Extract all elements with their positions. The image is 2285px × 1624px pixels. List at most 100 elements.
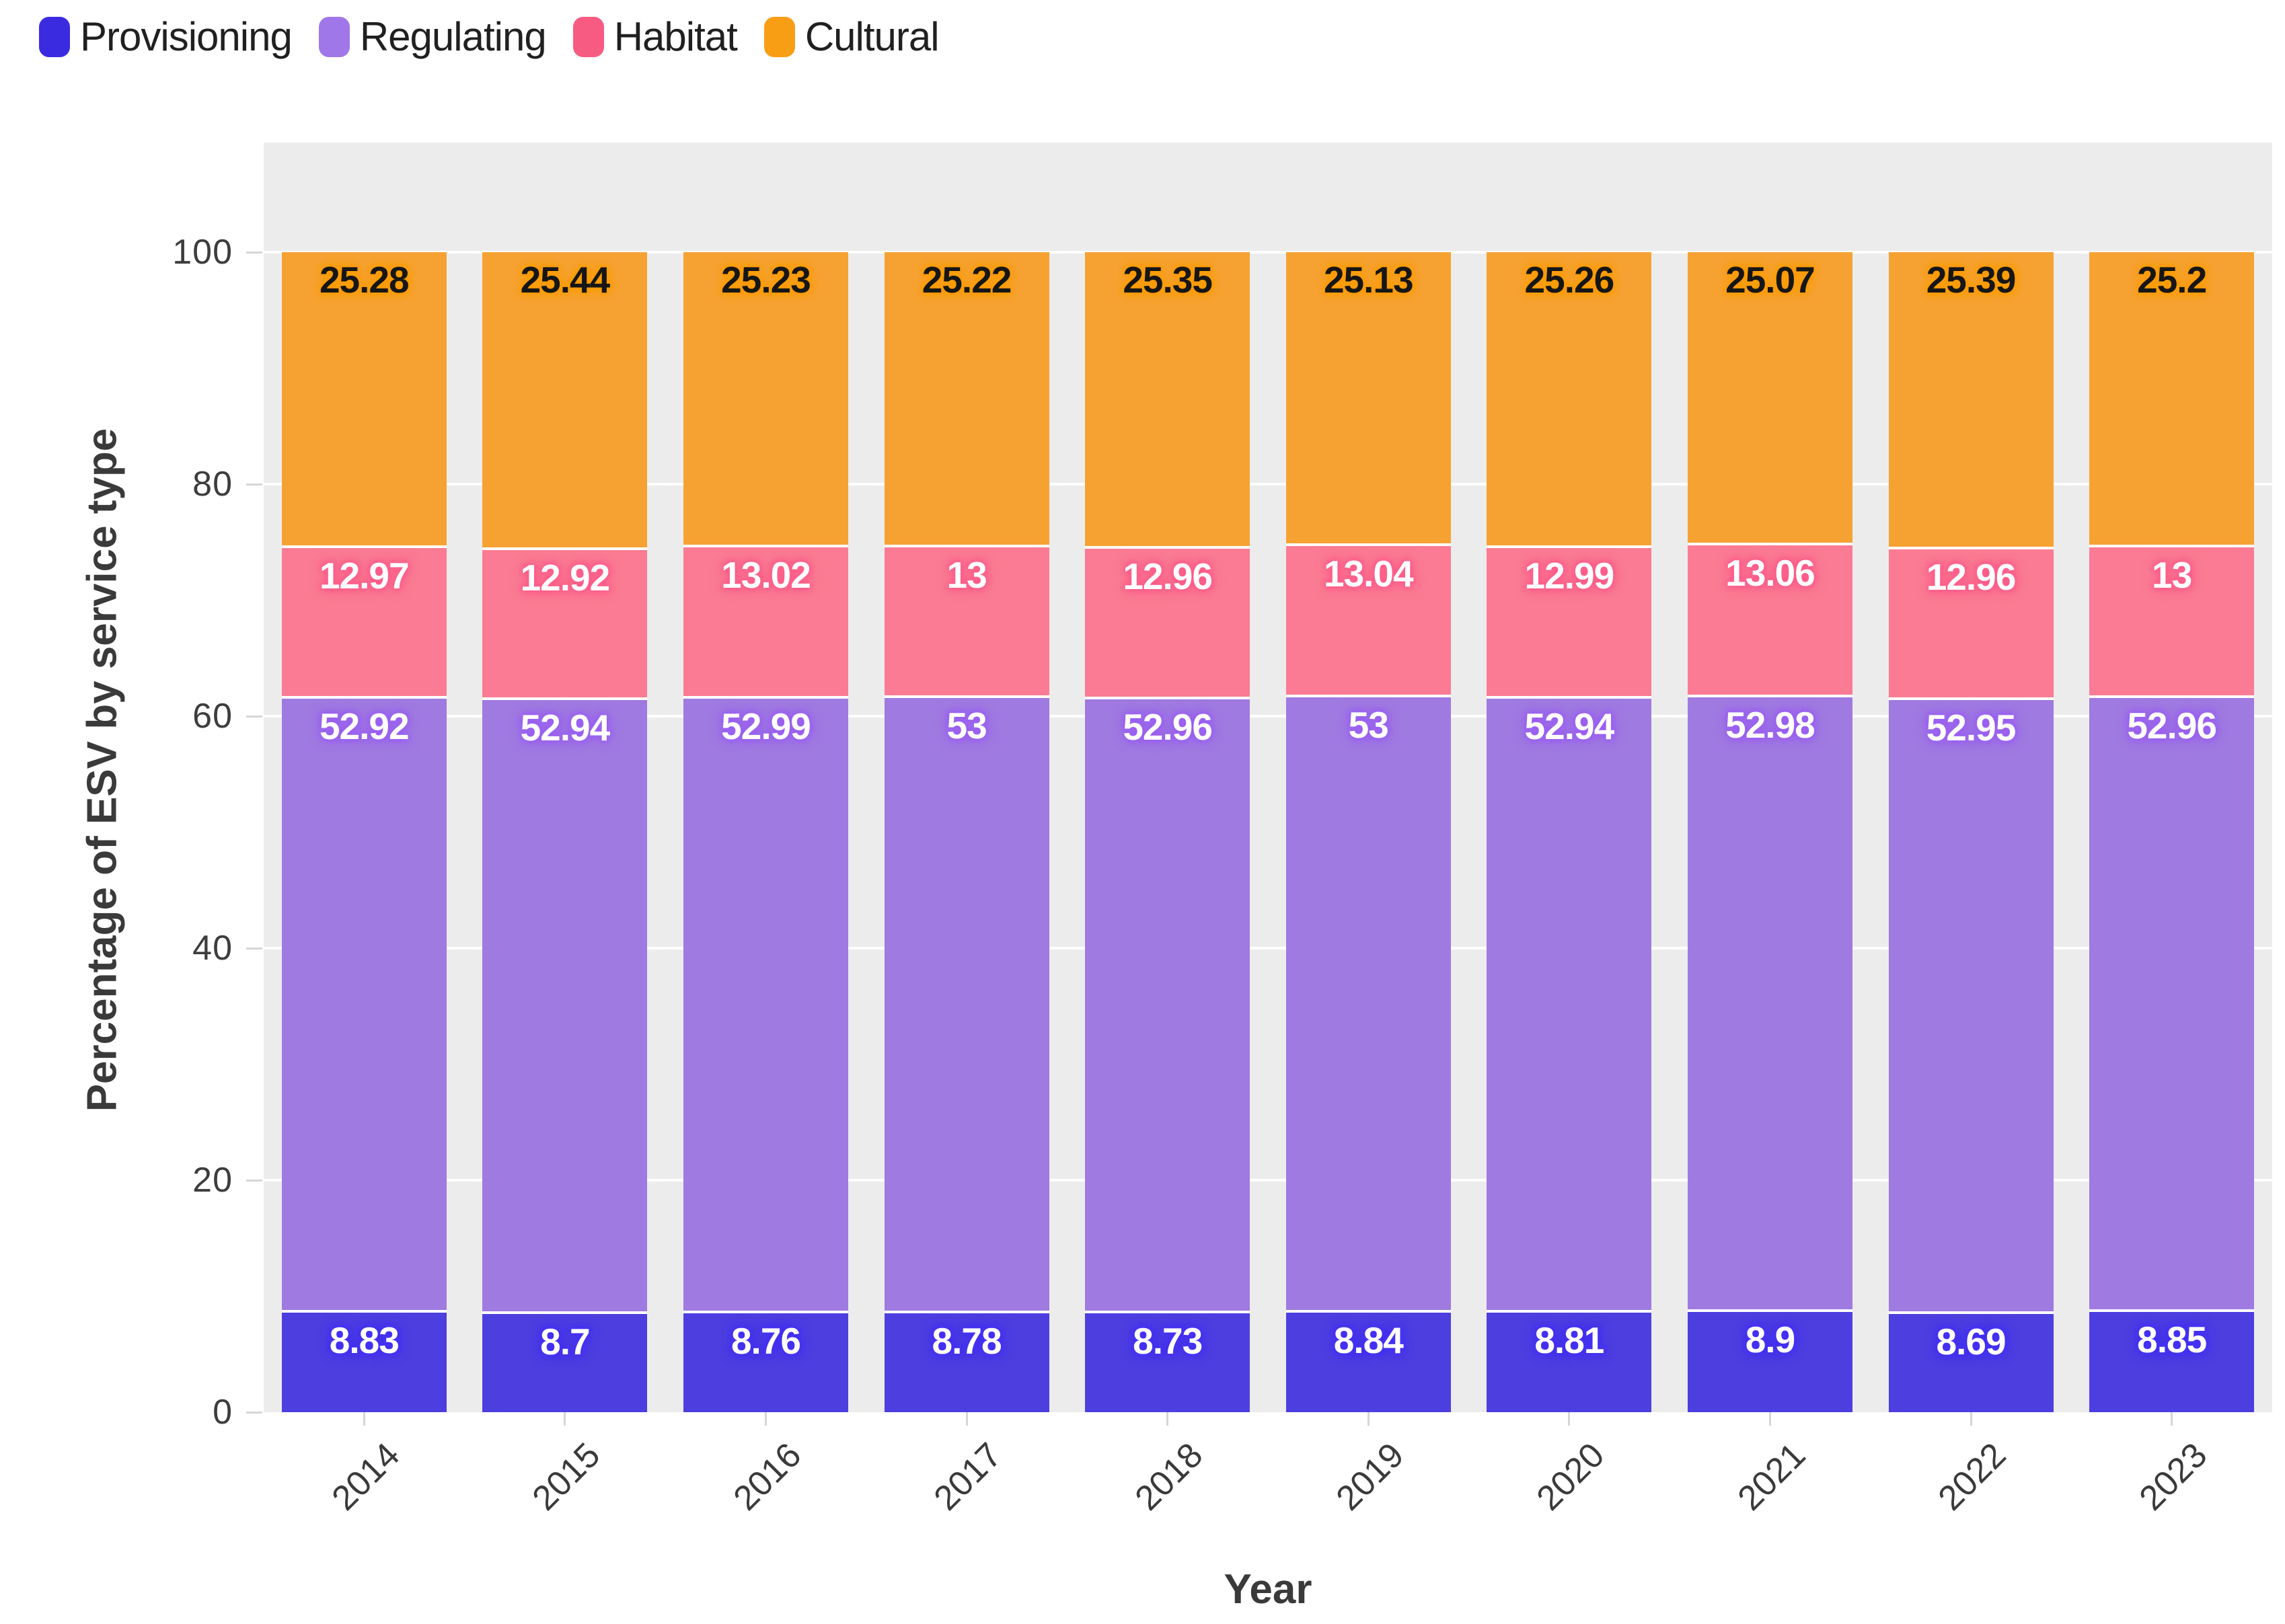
segment-label-cultural-2014: 25.28 <box>319 259 410 301</box>
y-tick-label-0: 0 <box>213 1393 233 1432</box>
segment-label-provisioning-2018: 8.73 <box>1133 1320 1203 1362</box>
x-tick-label-2015: 2015 <box>525 1435 608 1518</box>
bar-segment-regulating-2020[interactable]: 52.94 <box>1487 695 1652 1310</box>
gridline-40 <box>264 947 2272 950</box>
x-tick-label-2018: 2018 <box>1127 1435 1211 1518</box>
legend: Provisioning Regulating Habitat Cultural <box>39 13 940 60</box>
bar-segment-habitat-2017[interactable]: 13 <box>884 545 1049 696</box>
bar-segment-cultural-2020[interactable]: 25.26 <box>1487 252 1652 545</box>
bar-2018: 25.35 12.96 52.96 8.73 <box>1085 252 1250 1412</box>
segment-label-cultural-2015: 25.44 <box>520 259 611 301</box>
bar-2021: 25.07 13.06 52.98 8.9 <box>1687 252 1852 1412</box>
segment-label-regulating-2015: 52.94 <box>520 706 611 748</box>
x-tick-mark-2017 <box>965 1412 968 1426</box>
bar-segment-regulating-2022[interactable]: 52.95 <box>1888 697 2054 1311</box>
x-tick-label-2023: 2023 <box>2132 1435 2215 1518</box>
bar-segment-habitat-2022[interactable]: 12.96 <box>1888 546 2054 697</box>
x-tick-label-2016: 2016 <box>726 1435 809 1518</box>
bar-segment-provisioning-2021[interactable]: 8.9 <box>1687 1309 1852 1412</box>
segment-label-provisioning-2021: 8.9 <box>1745 1318 1795 1360</box>
bar-slot-2021: 25.07 13.06 52.98 8.9 <box>1670 252 1871 1412</box>
bar-segment-cultural-2021[interactable]: 25.07 <box>1687 252 1852 543</box>
bar-segment-provisioning-2019[interactable]: 8.84 <box>1285 1309 1451 1412</box>
legend-item-provisioning[interactable]: Provisioning <box>39 13 293 60</box>
segment-label-regulating-2022: 52.95 <box>1926 706 2017 748</box>
segment-label-regulating-2021: 52.98 <box>1725 703 1815 746</box>
segment-label-habitat-2016: 13.02 <box>721 554 811 596</box>
segment-label-provisioning-2016: 8.76 <box>731 1319 801 1362</box>
bar-segment-habitat-2018[interactable]: 12.96 <box>1085 546 1250 697</box>
legend-item-habitat[interactable]: Habitat <box>572 13 738 60</box>
x-tick-label-2021: 2021 <box>1730 1435 1813 1518</box>
bar-segment-regulating-2014[interactable]: 52.92 <box>281 695 447 1310</box>
bar-segment-cultural-2023[interactable]: 25.2 <box>2089 252 2255 545</box>
x-tick-label-2019: 2019 <box>1328 1435 1412 1518</box>
bar-segment-provisioning-2022[interactable]: 8.69 <box>1888 1311 2054 1412</box>
bar-segment-habitat-2014[interactable]: 12.97 <box>281 545 447 696</box>
gridline-80 <box>264 483 2272 486</box>
bar-segment-cultural-2018[interactable]: 25.35 <box>1085 252 1250 547</box>
legend-item-cultural[interactable]: Cultural <box>763 13 940 60</box>
segment-label-cultural-2023: 25.2 <box>2137 259 2207 301</box>
y-tick-label-100: 100 <box>172 233 233 272</box>
bar-segment-habitat-2023[interactable]: 13 <box>2089 544 2255 695</box>
bar-segment-cultural-2016[interactable]: 25.23 <box>683 252 848 545</box>
bar-segment-regulating-2016[interactable]: 52.99 <box>683 695 848 1311</box>
segment-label-provisioning-2017: 8.78 <box>932 1319 1002 1362</box>
bar-slot-2017: 25.22 13 53 8.78 <box>866 252 1067 1412</box>
bar-segment-cultural-2019[interactable]: 25.13 <box>1285 252 1451 544</box>
segment-label-provisioning-2015: 8.7 <box>540 1320 590 1362</box>
plot-area: 25.28 12.97 52.92 8.83 25.44 12.92 52.94 8.7 25.… <box>264 143 2272 1412</box>
bar-2023: 25.2 13 52.96 8.85 <box>2089 252 2255 1412</box>
bar-segment-regulating-2019[interactable]: 53 <box>1285 695 1451 1310</box>
x-tick-mark-2018 <box>1166 1412 1169 1426</box>
bar-segment-cultural-2015[interactable]: 25.44 <box>482 252 648 547</box>
bar-segment-regulating-2015[interactable]: 52.94 <box>482 697 648 1311</box>
bar-segment-habitat-2020[interactable]: 12.99 <box>1487 545 1652 696</box>
segment-label-provisioning-2023: 8.85 <box>2137 1319 2207 1361</box>
y-tick-label-40: 40 <box>192 929 233 968</box>
bar-slot-2016: 25.23 13.02 52.99 8.76 <box>665 252 866 1412</box>
bar-segment-habitat-2021[interactable]: 13.06 <box>1687 543 1852 695</box>
y-tick-label-20: 20 <box>192 1161 233 1200</box>
segment-label-provisioning-2022: 8.69 <box>1936 1320 2007 1362</box>
bar-segment-provisioning-2015[interactable]: 8.7 <box>482 1311 648 1412</box>
legend-swatch-cultural-icon <box>763 16 795 57</box>
legend-label: Regulating <box>359 14 547 59</box>
x-tick-mark-2015 <box>564 1412 566 1426</box>
bar-2014: 25.28 12.97 52.92 8.83 <box>281 252 447 1412</box>
legend-item-regulating[interactable]: Regulating <box>318 13 547 60</box>
x-tick-label-2014: 2014 <box>324 1435 408 1518</box>
bar-segment-habitat-2015[interactable]: 12.92 <box>482 547 648 697</box>
bar-segment-cultural-2014[interactable]: 25.28 <box>281 252 447 546</box>
y-tick-mark-40 <box>246 948 262 950</box>
x-tick-mark-2020 <box>1568 1412 1571 1426</box>
bar-segment-provisioning-2023[interactable]: 8.85 <box>2089 1309 2255 1412</box>
x-axis-title: Year <box>1224 1566 1312 1613</box>
bars-container: 25.28 12.97 52.92 8.83 25.44 12.92 52.94 8.7 25.… <box>264 252 2272 1412</box>
bar-2022: 25.39 12.96 52.95 8.69 <box>1888 252 2054 1412</box>
x-tick-label-2020: 2020 <box>1529 1435 1612 1518</box>
segment-label-cultural-2020: 25.26 <box>1524 259 1615 301</box>
bar-segment-cultural-2022[interactable]: 25.39 <box>1888 252 2054 547</box>
bar-segment-provisioning-2020[interactable]: 8.81 <box>1487 1310 1652 1412</box>
bar-2017: 25.22 13 53 8.78 <box>884 252 1049 1412</box>
segment-label-cultural-2022: 25.39 <box>1926 259 2017 301</box>
segment-label-cultural-2019: 25.13 <box>1323 259 1414 301</box>
segment-label-provisioning-2020: 8.81 <box>1534 1319 1604 1361</box>
bar-segment-habitat-2019[interactable]: 13.04 <box>1285 543 1451 695</box>
bar-segment-provisioning-2014[interactable]: 8.83 <box>281 1309 447 1412</box>
bar-segment-provisioning-2016[interactable]: 8.76 <box>683 1310 848 1412</box>
bar-segment-cultural-2017[interactable]: 25.22 <box>884 252 1049 545</box>
bar-segment-regulating-2021[interactable]: 52.98 <box>1687 694 1852 1309</box>
segment-label-regulating-2018: 52.96 <box>1123 705 1213 748</box>
bar-segment-regulating-2017[interactable]: 53 <box>884 695 1049 1311</box>
segment-label-habitat-2015: 12.92 <box>520 556 611 598</box>
bar-segment-habitat-2016[interactable]: 13.02 <box>683 545 848 696</box>
bar-segment-regulating-2023[interactable]: 52.96 <box>2089 695 2255 1310</box>
gridline-20 <box>264 1179 2272 1182</box>
bar-segment-regulating-2018[interactable]: 52.96 <box>1085 696 1250 1311</box>
bar-segment-provisioning-2018[interactable]: 8.73 <box>1085 1311 1250 1412</box>
bar-segment-provisioning-2017[interactable]: 8.78 <box>884 1310 1049 1412</box>
x-tick-mark-2021 <box>1769 1412 1771 1426</box>
